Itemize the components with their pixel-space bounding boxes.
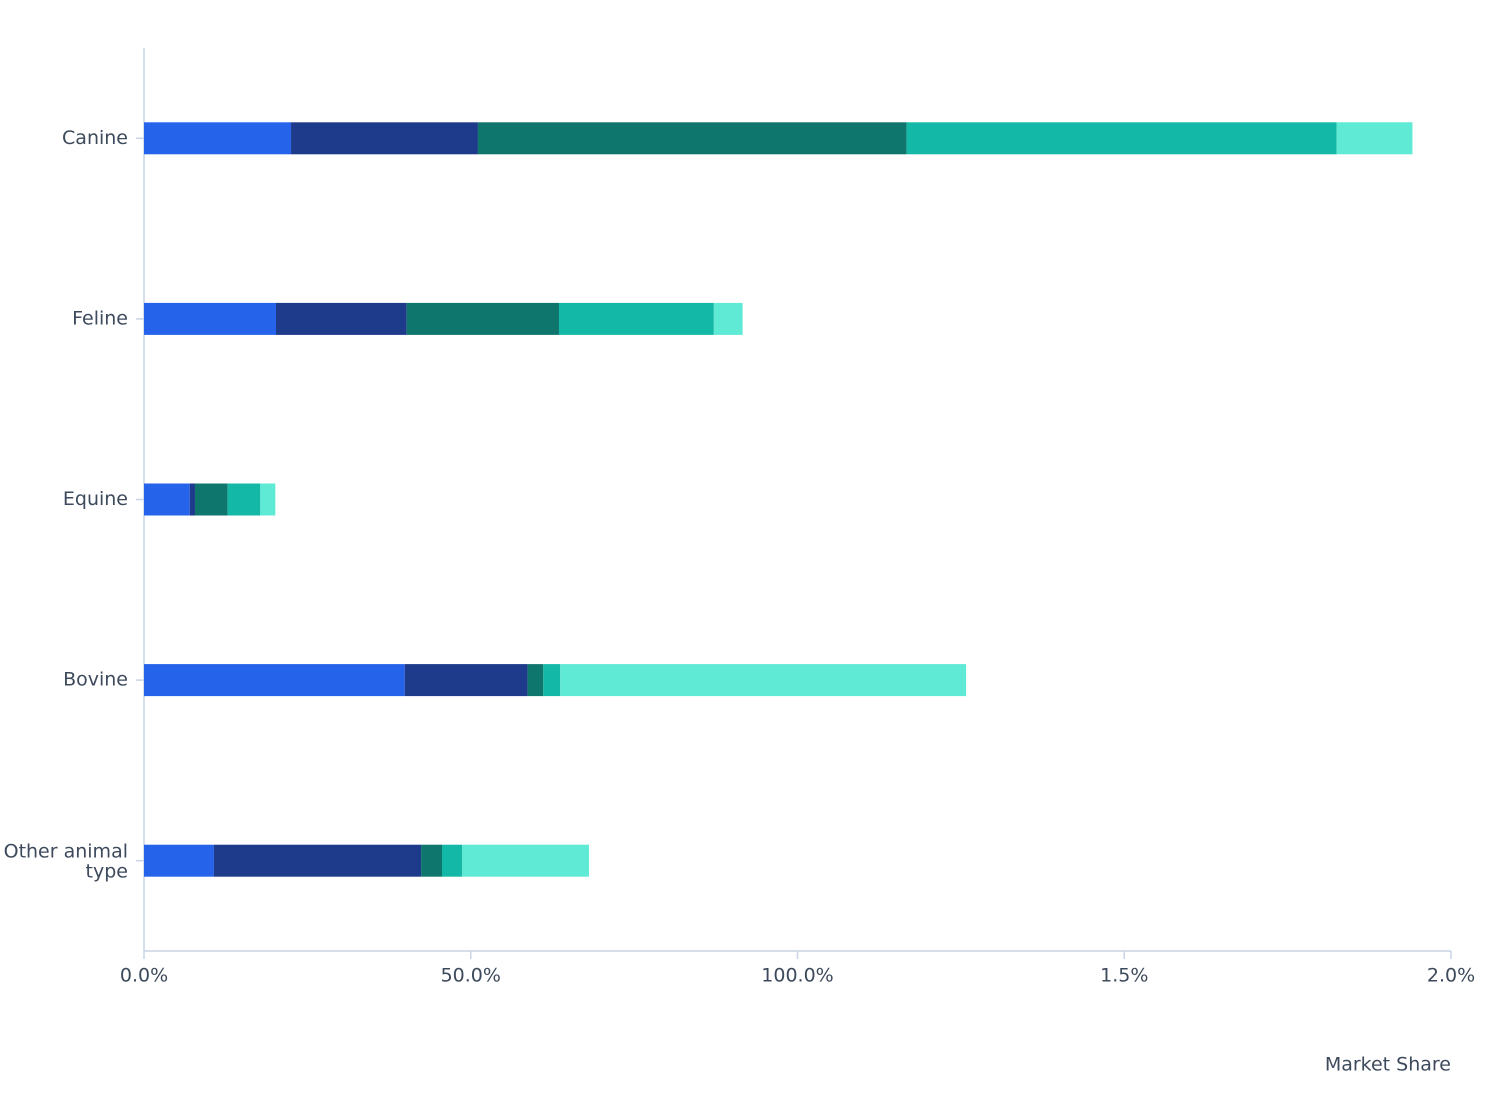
bar-segment xyxy=(543,664,561,697)
bar-segment xyxy=(404,664,528,697)
bar-segment xyxy=(144,122,292,155)
bar-segment xyxy=(477,122,907,155)
x-axis-title: Market Share xyxy=(1325,1054,1451,1076)
bar-segment xyxy=(260,483,276,516)
bar-segment xyxy=(276,302,407,335)
bar-segment xyxy=(713,302,743,335)
bar-segment xyxy=(189,483,195,516)
y-tick-label: Feline xyxy=(72,307,128,329)
bar-segment xyxy=(560,664,967,697)
x-tick-label: 50.0% xyxy=(441,965,501,987)
bar-segment xyxy=(144,302,277,335)
bar-segment xyxy=(441,844,463,877)
x-tick-label: 100.0% xyxy=(761,965,833,987)
bar-segment xyxy=(906,122,1337,155)
bar-segment xyxy=(406,302,559,335)
y-tick-label: Other animal type xyxy=(4,840,128,882)
bar-segment xyxy=(213,844,422,877)
bar-segment xyxy=(144,483,190,516)
bar-segment xyxy=(291,122,478,155)
bar-segment xyxy=(227,483,261,516)
y-tick-label: Equine xyxy=(63,488,128,510)
bar-segment xyxy=(558,302,714,335)
y-tick-label: Bovine xyxy=(63,669,128,691)
bar-segment xyxy=(144,664,405,697)
x-tick-label: 0.0% xyxy=(120,965,168,987)
bar-segment xyxy=(194,483,228,516)
bar-segment xyxy=(1336,122,1413,155)
bar-segment xyxy=(144,844,214,877)
bar-segment xyxy=(462,844,590,877)
x-tick-label: 2.0% xyxy=(1427,965,1475,987)
bar-segment xyxy=(527,664,544,697)
bar-segment xyxy=(421,844,442,877)
y-tick-label: Canine xyxy=(62,127,128,149)
x-tick-label: 1.5% xyxy=(1100,965,1148,987)
